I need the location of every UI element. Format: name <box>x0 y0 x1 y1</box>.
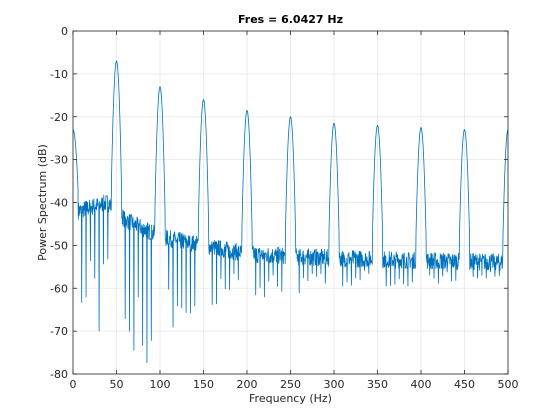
y-tick-label: -70 <box>50 325 68 338</box>
series-layer <box>72 60 509 364</box>
y-tick-label: -80 <box>50 368 68 381</box>
x-tick-label: 100 <box>150 378 171 391</box>
x-tick-label: 400 <box>411 378 432 391</box>
x-tick-label: 500 <box>498 378 519 391</box>
x-tick-label: 450 <box>454 378 475 391</box>
x-tick-label: 200 <box>237 378 258 391</box>
spectrum-line <box>72 60 509 364</box>
x-axis-label: Frequency (Hz) <box>249 392 332 405</box>
y-tick-label: -40 <box>50 197 68 210</box>
x-tick-label: 150 <box>193 378 214 391</box>
y-tick-label: -10 <box>50 68 68 81</box>
y-tick-label: -60 <box>50 282 68 295</box>
x-tick-label: 50 <box>110 378 124 391</box>
y-axis-label: Power Spectrum (dB) <box>36 144 49 261</box>
x-tick-label: 0 <box>70 378 77 391</box>
x-tick-label: 300 <box>324 378 345 391</box>
y-tick-label: 0 <box>61 25 68 38</box>
tick-layer: 0 50 100 150 200 250 300 350 400 450 500 0 -10 -20 -30… <box>50 25 518 391</box>
x-tick-label: 350 <box>367 378 388 391</box>
y-tick-label: -20 <box>50 111 68 124</box>
chart-title: Fres = 6.0427 Hz <box>238 13 343 26</box>
x-tick-label: 250 <box>280 378 301 391</box>
y-tick-label: -50 <box>50 239 68 252</box>
y-tick-label: -30 <box>50 154 68 167</box>
